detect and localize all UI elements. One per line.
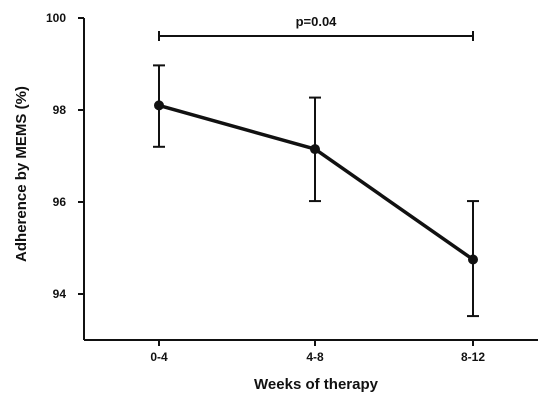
data-point [310,144,320,155]
data-points [154,100,478,265]
significance-annotation: p=0.04 [158,14,474,41]
y-tick-label: 100 [46,11,66,25]
x-tick-label: 8-12 [461,350,485,364]
x-tick-label: 4-8 [306,350,324,364]
axes [83,18,538,341]
x-axis-title: Weeks of therapy [254,376,379,393]
y-tick-label: 94 [53,287,67,301]
y-axis-title: Adherence by MEMS (%) [13,86,30,262]
x-ticks: 0-4 4-8 8-12 [150,340,485,364]
y-tick-label: 98 [53,103,67,117]
error-bars [153,64,479,318]
x-tick-label: 0-4 [150,350,168,364]
y-ticks: 94 96 98 100 [46,11,84,301]
p-value-label: p=0.04 [296,14,338,29]
data-point [154,100,164,111]
data-point [468,254,478,265]
y-tick-label: 96 [53,195,67,209]
